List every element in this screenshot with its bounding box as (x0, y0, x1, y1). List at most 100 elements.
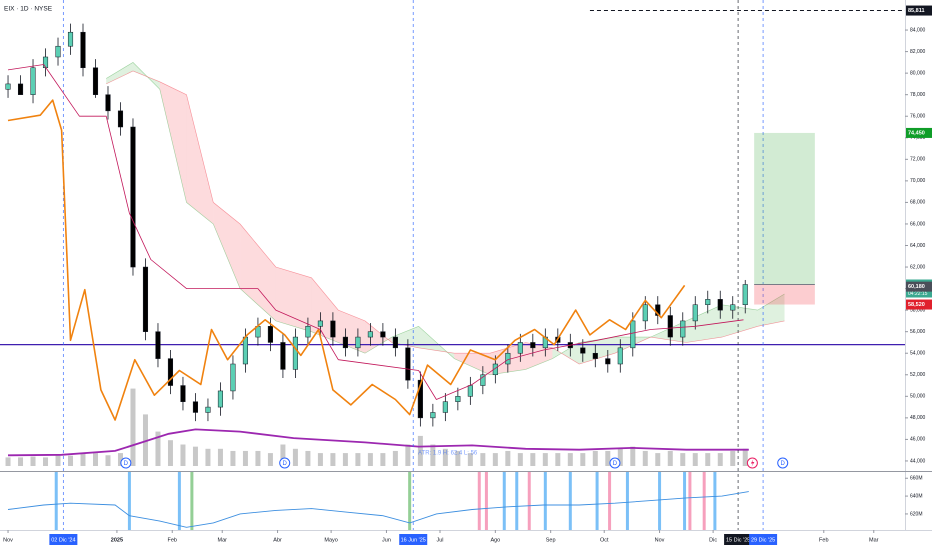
cloud-fill (275, 267, 312, 332)
candle-body (205, 406, 211, 413)
candle-body (505, 352, 511, 365)
volume-bar (80, 453, 86, 466)
x-tick-label: Jun (382, 537, 391, 543)
candle-body (130, 126, 136, 268)
signal-bar (595, 472, 599, 530)
signal-bar (502, 472, 506, 530)
cloud-fill (186, 94, 214, 224)
candle-body (717, 299, 723, 311)
volume-bar (55, 455, 61, 466)
x-tick-label: Mayo (324, 537, 337, 543)
x-tick-label: Abr (273, 537, 282, 543)
price-label-box (906, 281, 932, 292)
y-tick-label: 78,000 (910, 92, 926, 98)
candle-body (92, 67, 99, 95)
candle-body (230, 363, 236, 392)
price-label-box (906, 5, 932, 16)
volume-bar (405, 444, 411, 466)
volume-bar (330, 453, 336, 466)
signal-bar (484, 472, 488, 530)
volume-bar (167, 440, 173, 466)
signal-bar (713, 472, 717, 530)
signal-bar (477, 472, 481, 530)
signal-bar (527, 472, 531, 530)
signal-bar (543, 472, 547, 530)
candle-body (30, 67, 36, 95)
candle-body (580, 347, 586, 354)
lower-line (7, 491, 749, 528)
lower-y-tick-label: 620M (910, 511, 923, 517)
signal-bar (688, 472, 692, 530)
volume-bar (180, 444, 186, 466)
volume-bar (155, 431, 161, 466)
volume-bar (142, 414, 148, 466)
volume-bar (117, 453, 123, 466)
lower-y-tick-label: 640M (910, 493, 923, 499)
candle-body (705, 299, 711, 306)
y-tick-label: 58,000 (910, 307, 926, 313)
candle-body (142, 266, 149, 332)
y-tick-label: 80,000 (910, 70, 926, 76)
candle-body (742, 284, 748, 306)
x-tick-label: Ago (490, 537, 500, 543)
candle-body (192, 401, 199, 413)
candle-body (392, 336, 398, 349)
volume-bar (467, 453, 473, 466)
volume-bar (305, 450, 311, 466)
volume-bar (455, 450, 461, 466)
cloud-span-a (106, 62, 785, 376)
candle-body (367, 331, 373, 338)
candle-body (692, 304, 698, 322)
volume-bar (442, 448, 448, 466)
volume-bar (642, 450, 648, 466)
cloud-fill (454, 353, 490, 375)
volume-bar (617, 448, 623, 466)
candle-body (417, 379, 423, 419)
cloud-fill (757, 293, 785, 327)
signal-bar (568, 472, 572, 530)
volume-bar (742, 448, 748, 466)
candle-body (592, 352, 598, 359)
volume-bar (505, 450, 511, 466)
volume-bar (542, 453, 548, 466)
x-tick-label: Dic (709, 537, 717, 543)
y-tick-label: 64,000 (910, 243, 926, 249)
x-tick-label: Feb (819, 537, 828, 543)
candle-body (630, 320, 636, 349)
volume-bar (5, 457, 11, 466)
date-marker-box (399, 534, 428, 545)
candle-body (155, 331, 161, 359)
candle-body (730, 304, 736, 311)
volume-bar (580, 453, 586, 466)
volume-bar (530, 453, 536, 466)
volume-bar (130, 388, 136, 466)
volume-bar (717, 453, 723, 466)
signal-bar (127, 472, 131, 530)
volume-bar (342, 453, 348, 466)
chart-title: EIX · 1D · NYSE (4, 6, 53, 13)
candle-body (267, 326, 273, 343)
volume-bar (292, 448, 298, 466)
y-tick-label: 62,000 (910, 264, 926, 270)
signal-bar (702, 472, 706, 530)
y-tick-label: 66,000 (910, 221, 926, 227)
candle-body (167, 358, 174, 386)
candle-body (105, 94, 111, 112)
volume-bar (280, 444, 286, 466)
candle-body (680, 320, 686, 338)
countdown-box (906, 289, 932, 298)
candle-body (42, 56, 49, 69)
signal-bar (625, 472, 629, 530)
indicator-line (7, 99, 686, 421)
atr-annotation: ATR: 1.9 H: 62.4 L: 56 (418, 451, 478, 457)
candle-body (55, 45, 61, 58)
signal-bar (408, 472, 412, 530)
candle-body (292, 336, 298, 370)
y-tick-label: 56,000 (910, 329, 926, 335)
signal-bar (177, 472, 181, 530)
volume-bar (730, 450, 736, 466)
volume-bar (30, 456, 36, 466)
